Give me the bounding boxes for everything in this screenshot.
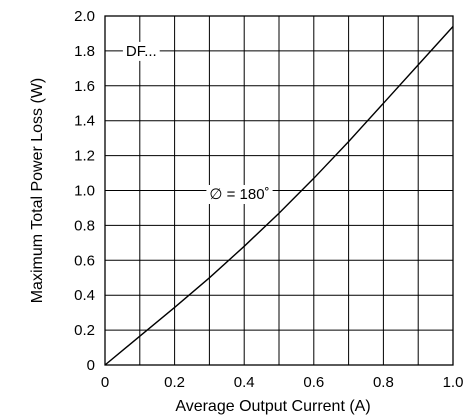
- y-tick-label: 0.4: [74, 287, 95, 304]
- annotations: DF... ∅ = 180˚: [122, 41, 273, 204]
- grid: [104, 15, 454, 366]
- y-tick-label: 0.8: [74, 217, 95, 234]
- x-tick-label: 0.4: [234, 374, 255, 391]
- x-tick-label: 0: [101, 374, 109, 391]
- series-layer: [104, 26, 454, 366]
- y-tick-label: 1.4: [74, 113, 95, 130]
- annotation: ∅ = 180˚: [206, 184, 273, 204]
- y-tick-label: 2.0: [74, 8, 95, 25]
- y-tick-label: 0.6: [74, 252, 95, 269]
- y-tick-labels: 0 0.2 0.4 0.6 0.8 1.0 1.2 1.4 1.6 1.8 2.0: [74, 8, 95, 374]
- annotation-label: DF...: [126, 43, 157, 60]
- x-tick-label: 0.2: [164, 374, 185, 391]
- y-tick-label: 1.2: [74, 148, 95, 165]
- annotation: DF...: [122, 41, 160, 61]
- y-tick-label: 1.6: [74, 78, 95, 95]
- x-tick-labels: 0 0.2 0.4 0.6 0.8 1.0: [101, 374, 464, 391]
- x-tick-label: 0.6: [303, 374, 324, 391]
- power-loss-curve: [104, 26, 454, 366]
- annotation-background: [122, 41, 160, 61]
- annotation-label: ∅ = 180˚: [209, 186, 269, 203]
- annotation-background: [206, 184, 273, 204]
- plot-frame: [104, 15, 454, 366]
- y-tick-label: 1.0: [74, 183, 95, 200]
- x-tick-label: 0.8: [373, 374, 394, 391]
- x-tick-label: 1.0: [443, 374, 464, 391]
- y-tick-label: 0.2: [74, 322, 95, 339]
- x-axis-label: Average Output Current (A): [175, 398, 370, 415]
- y-tick-label: 0: [87, 357, 95, 374]
- y-tick-label: 1.8: [74, 43, 95, 60]
- y-axis-label: Maximum Total Power Loss (W): [29, 78, 46, 304]
